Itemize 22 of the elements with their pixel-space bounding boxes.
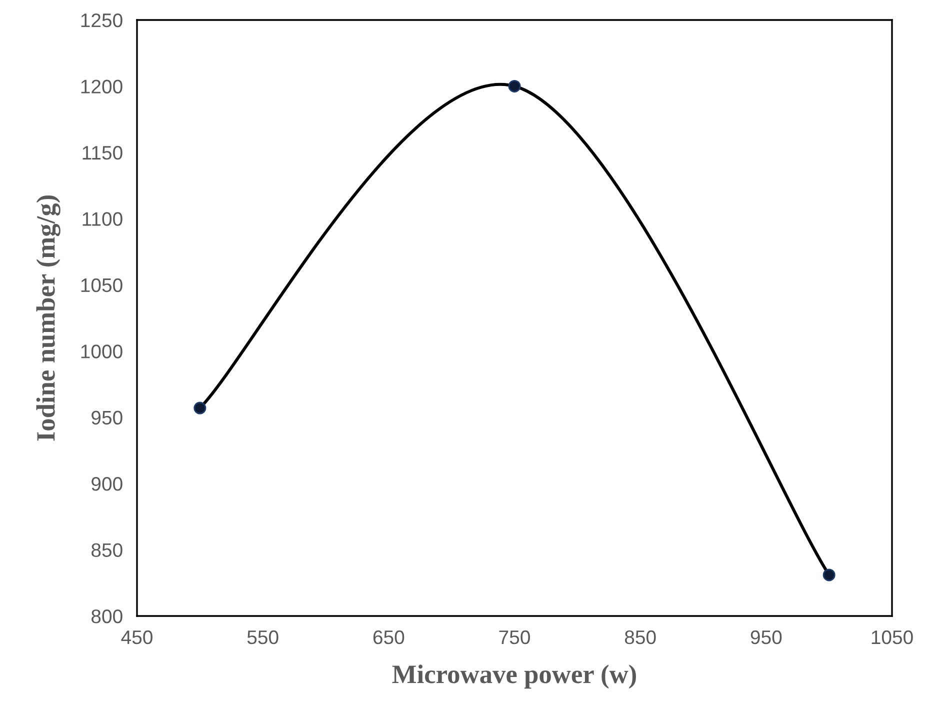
y-tick-label: 1200 — [81, 80, 122, 94]
point — [508, 80, 521, 92]
y-tick-label: 1000 — [81, 344, 122, 358]
x-tick-label: 950 — [750, 630, 782, 644]
y-axis-title: Iodine number (mg/g) — [36, 196, 60, 441]
x-tick-label: 550 — [247, 630, 278, 644]
y-tick-label: 1150 — [82, 146, 122, 160]
y-tick-label: 1250 — [81, 13, 122, 28]
y-tick-label: 900 — [92, 477, 122, 491]
y-tick-label: 1100 — [82, 212, 122, 226]
y-tick-label: 1050 — [81, 278, 122, 292]
x-tick-label: 1050 — [872, 630, 913, 644]
point — [822, 568, 836, 582]
x-tick-label: 850 — [624, 630, 656, 644]
point — [194, 402, 206, 414]
x-tick-label: 650 — [373, 630, 404, 644]
y-tick-label: 850 — [92, 543, 122, 558]
y-tick-label: 950 — [92, 410, 122, 425]
x-axis-title: Microwave power (w) — [392, 664, 636, 689]
x-tick-label: 450 — [121, 630, 152, 644]
x-tick-label: 750 — [499, 630, 530, 644]
y-tick-label: 800 — [92, 609, 122, 624]
